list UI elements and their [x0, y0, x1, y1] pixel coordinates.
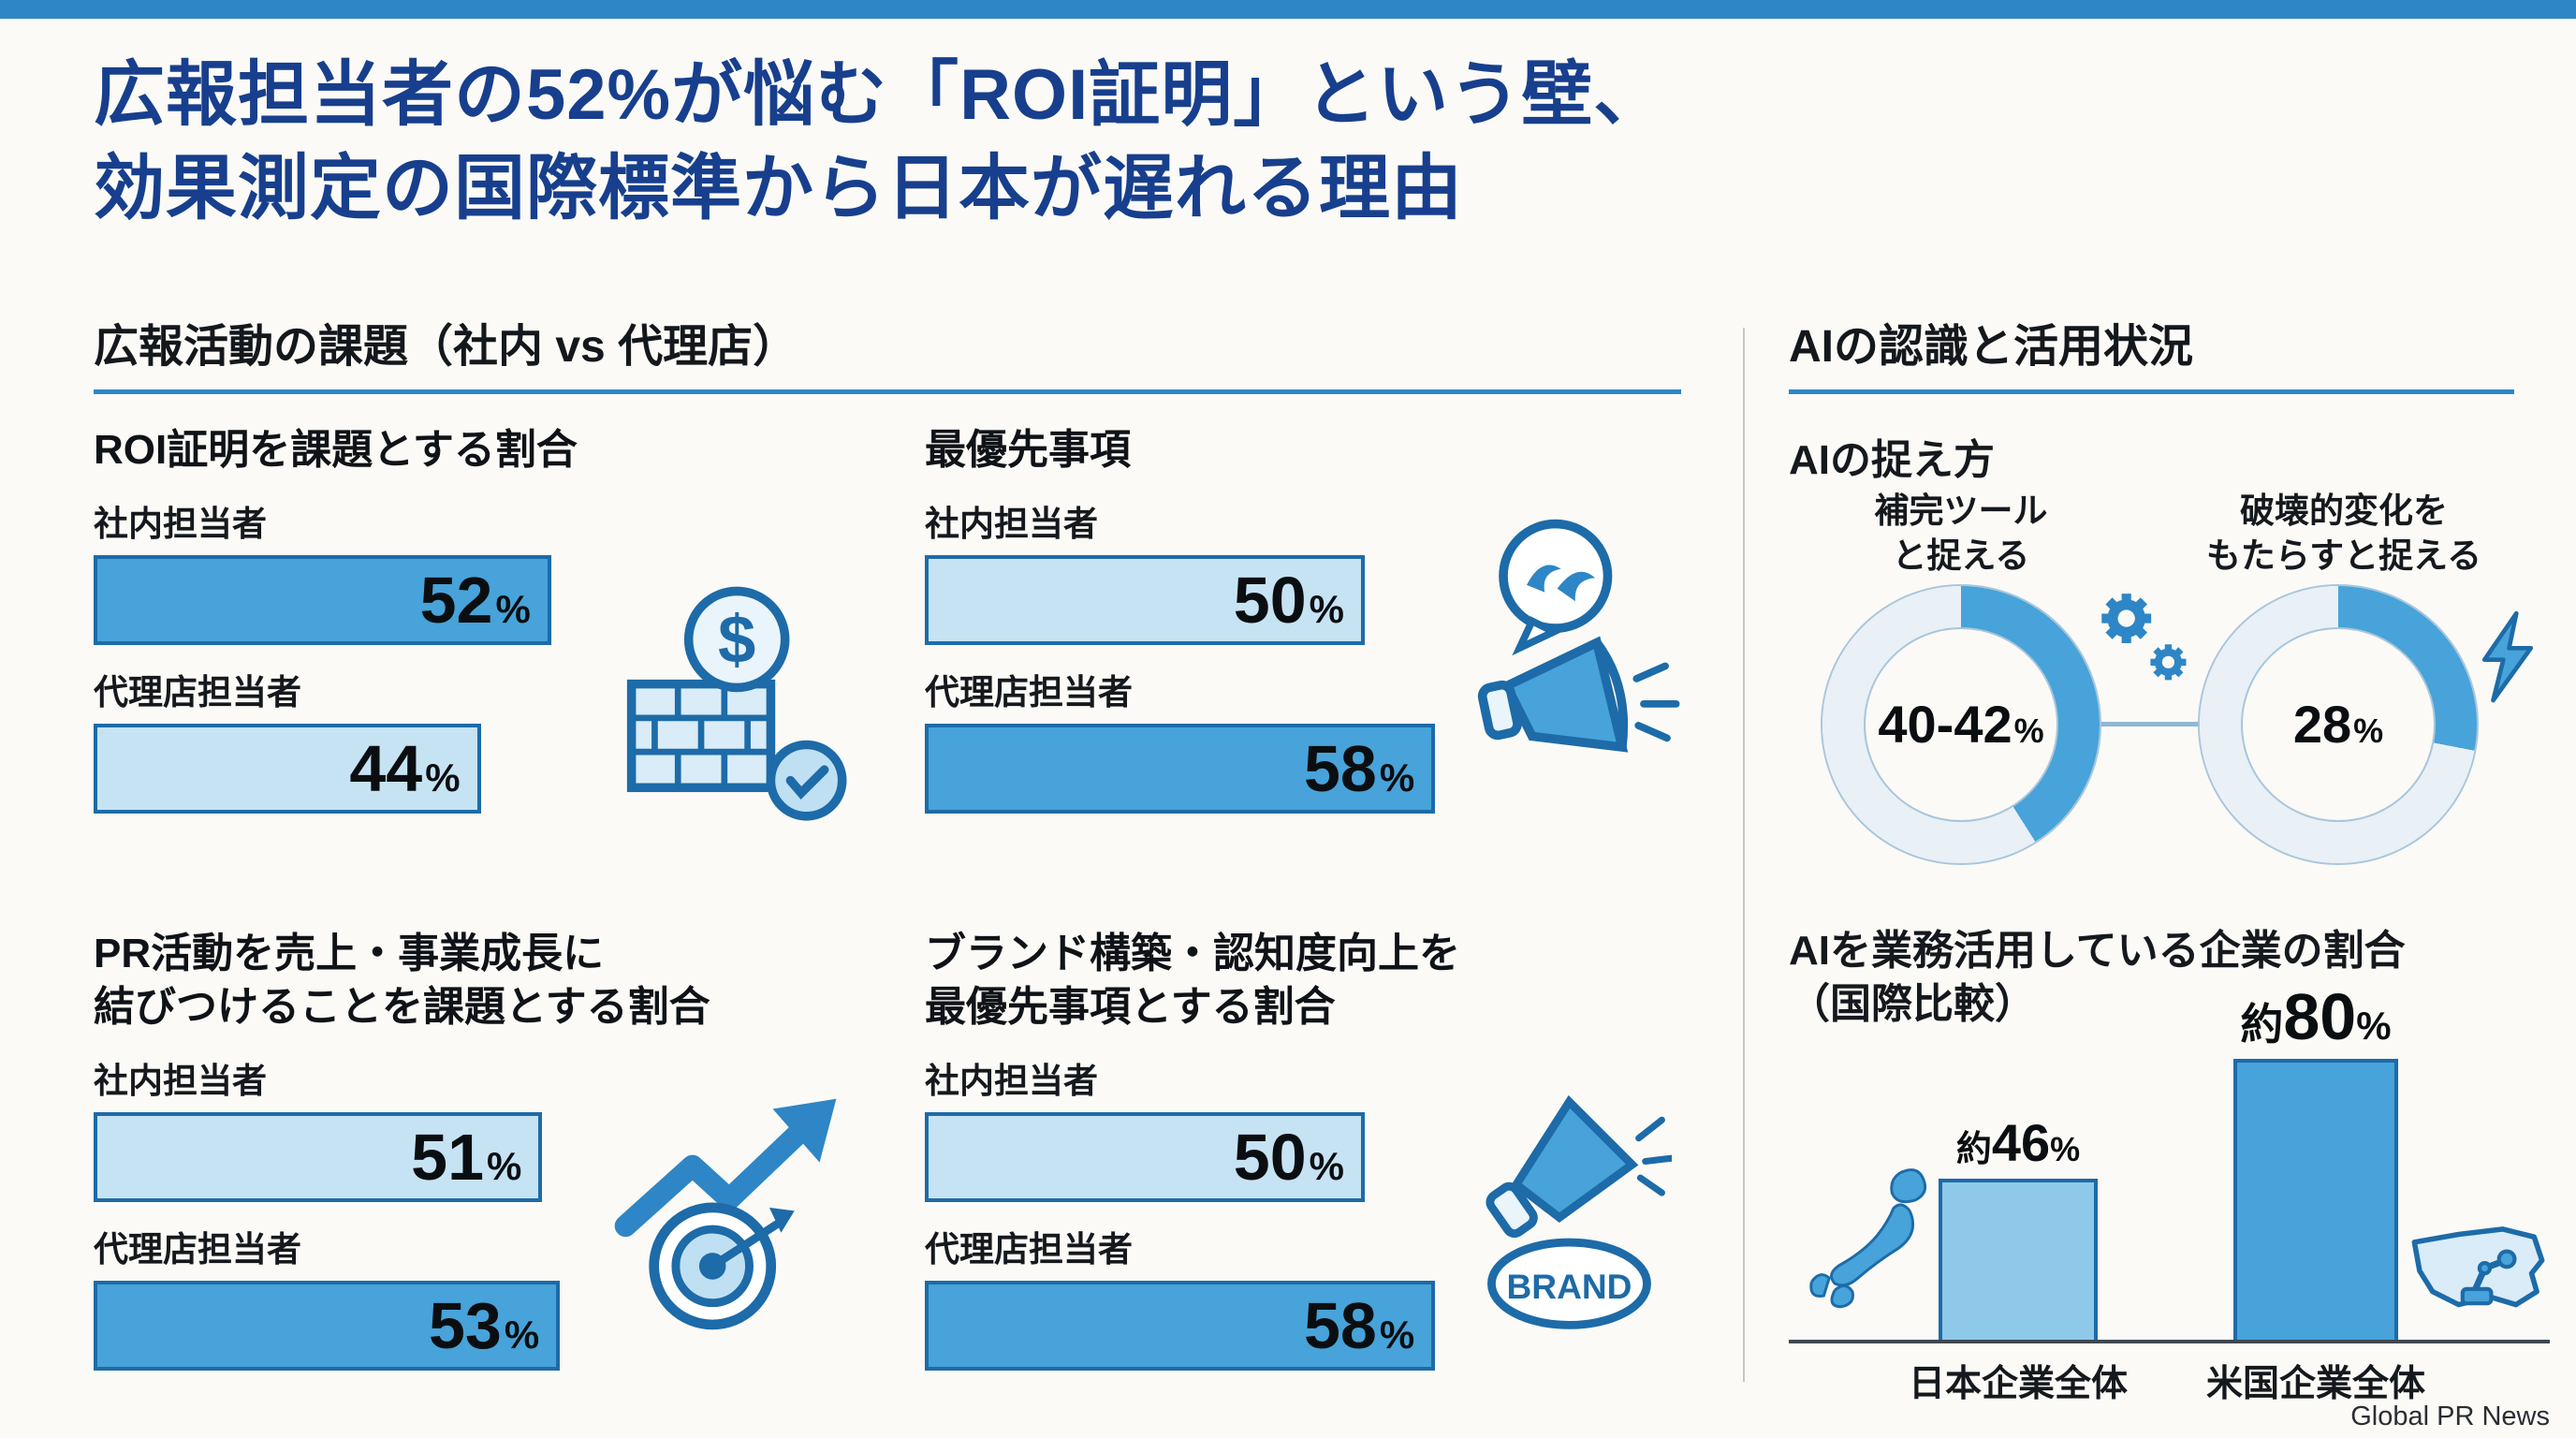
bar-label: 社内担当者 [94, 1062, 267, 1101]
speech-bubble-megaphone-icon [1456, 513, 1690, 801]
svg-text:$: $ [718, 602, 755, 678]
donut-disruptive-change: 28% [2200, 586, 2477, 863]
bar-internal: 50% [925, 555, 1365, 646]
adoption-axis-line [1789, 1340, 2550, 1343]
lightning-icon [2479, 610, 2537, 713]
bar-label: 社内担当者 [925, 505, 1098, 544]
bar-track: 44% [94, 724, 973, 814]
japan-map-icon [1802, 1162, 1939, 1317]
bar-track: 53% [94, 1281, 973, 1372]
vertical-divider [1743, 328, 1745, 1382]
usa-map-robot-icon [2407, 1216, 2550, 1334]
left-section-header: 広報活動の課題（社内 vs 代理店） [94, 309, 1681, 394]
page-title: 広報担当者の52%が悩む「ROI証明」という壁、 効果測定の国際標準から日本が遅… [94, 55, 1666, 229]
donut-value: 28% [2292, 695, 2384, 754]
bar-value: 50% [1233, 1121, 1344, 1195]
donut-hole: 28% [2241, 627, 2436, 822]
bar-value: 約80% [2240, 980, 2392, 1053]
bar-label: 代理店担当者 [925, 673, 1133, 712]
ai-adoption-chart: AIを業務活用している企業の割合 （国際比較） 約46% 約80% [1789, 924, 2550, 1430]
bar-value: 58% [1303, 732, 1415, 806]
ai-perception-title: AIの捉え方 [1789, 437, 1995, 483]
vbar [2233, 1059, 2398, 1340]
bar-value: 約46% [1955, 1112, 2081, 1172]
brand-megaphone-icon: BRAND [1473, 1065, 1672, 1339]
money-wall-icon: $ [624, 580, 856, 830]
group-title: 最優先事項 [925, 427, 1131, 473]
bar-track: 58% [925, 724, 1805, 814]
bar-internal: 51% [94, 1112, 543, 1203]
donut-label: 破壊的変化を もたらすと捉える [2205, 492, 2482, 576]
adoption-plot: 約46% 約80% [1789, 984, 2550, 1340]
bar-value: 53% [428, 1289, 540, 1363]
chart-sales-linkage: PR活動を売上・事業成長に 結びつけることを課題とする割合 社内担当者 51% … [94, 927, 983, 1372]
donut-complement-tool: 40-42% [1822, 586, 2100, 863]
bar-track: 52% [94, 555, 973, 646]
chart-top-priority: 最優先事項 社内担当者 50% 代理店担当者 58% [925, 423, 1814, 814]
group-title: ROI証明を課題とする割合 [94, 427, 578, 473]
bar-label: 代理店担当者 [925, 1230, 1133, 1269]
donut-connector-line [2100, 722, 2200, 726]
donut-value: 40-42% [1878, 695, 2044, 754]
axis-label-us: 米国企業全体 [2205, 1364, 2426, 1404]
bar-internal: 50% [925, 1112, 1365, 1203]
group-title: ブランド構築・認知度向上を 最優先事項とする割合 [925, 931, 1460, 1031]
donut-label: 補完ツール と捉える [1874, 492, 2048, 576]
bar-agency: 58% [925, 1281, 1436, 1372]
bar-label: 社内担当者 [94, 505, 267, 544]
vbar [1939, 1178, 2098, 1340]
bar-label: 代理店担当者 [94, 673, 301, 712]
donut-hole: 40-42% [1864, 627, 2058, 822]
chart-brand-priority: ブランド構築・認知度向上を 最優先事項とする割合 社内担当者 50% 代理店担当… [925, 927, 1814, 1372]
bar-value: 58% [1303, 1289, 1415, 1363]
gears-icon [2086, 586, 2201, 700]
bar-label: 社内担当者 [925, 1062, 1098, 1101]
bar-track: 50% [925, 1112, 1805, 1203]
bar-value: 51% [411, 1121, 522, 1195]
bar-track: 58% [925, 1281, 1805, 1372]
group-title: PR活動を売上・事業成長に 結びつけることを課題とする割合 [94, 931, 710, 1031]
ai-adoption-title: AIを業務活用している企業の割合 （国際比較） [1789, 928, 2406, 1028]
growth-arrow-target-icon [612, 1065, 863, 1333]
bar-value: 50% [1233, 564, 1344, 638]
right-section-header: AIの認識と活用状況 [1789, 309, 2514, 394]
ai-perception-donuts: 補完ツール と捉える 破壊的変化を もたらすと捉える 40-42% 28% [1789, 489, 2550, 901]
adoption-bar-japan: 約46% [1939, 1112, 2098, 1340]
bar-agency: 58% [925, 724, 1436, 814]
bar-agency: 44% [94, 724, 481, 814]
source-credit: Global PR News [2350, 1401, 2550, 1431]
bar-agency: 53% [94, 1281, 561, 1372]
chart-roi-challenge: ROI証明を課題とする割合 社内担当者 52% 代理店担当者 44% $ [94, 423, 983, 821]
bar-value: 44% [349, 732, 461, 806]
bar-internal: 52% [94, 555, 551, 646]
top-accent-bar [0, 0, 2576, 19]
bar-track: 51% [94, 1112, 973, 1203]
axis-label-japan: 日本企業全体 [1908, 1364, 2129, 1404]
brand-oval-label: BRAND [1507, 1267, 1632, 1306]
adoption-bar-us: 約80% [2233, 984, 2398, 1340]
bar-label: 代理店担当者 [94, 1230, 301, 1269]
bar-track: 50% [925, 555, 1805, 646]
bar-value: 52% [419, 564, 531, 638]
